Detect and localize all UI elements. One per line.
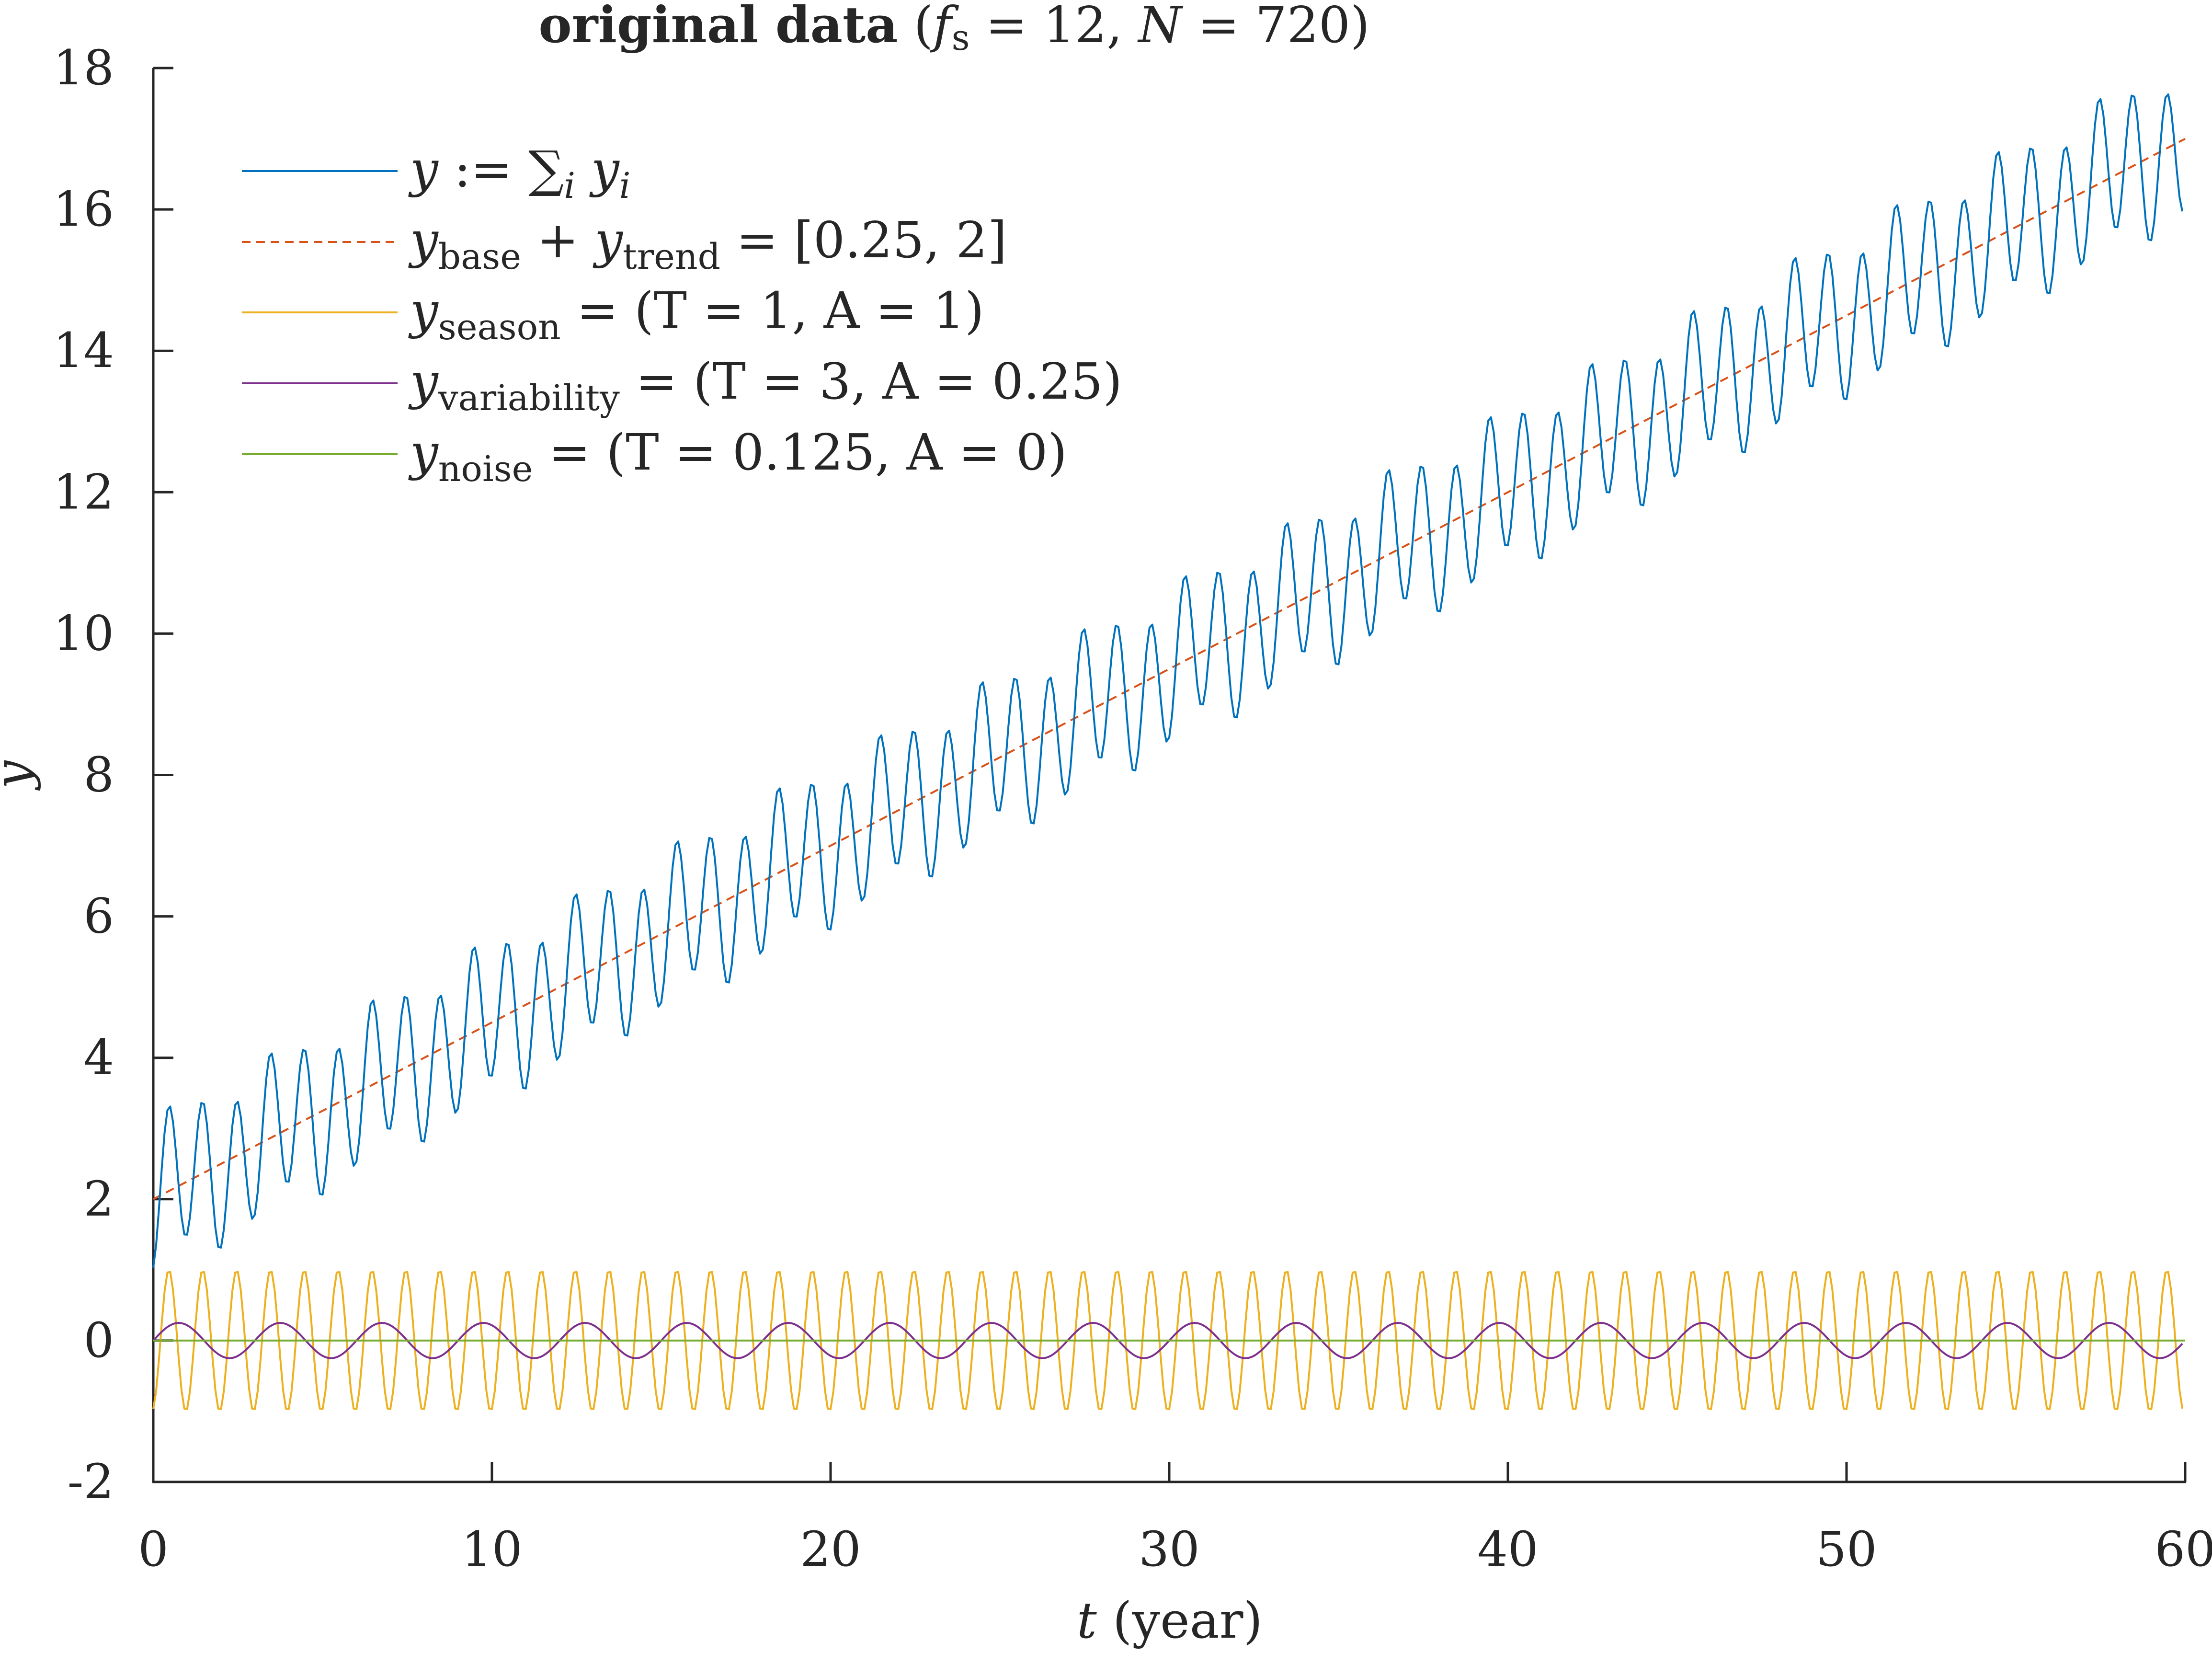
chart-title-bold: original data <box>538 0 898 54</box>
x-tick-label: 10 <box>461 1521 522 1577</box>
x-tick-label: 60 <box>2155 1521 2212 1577</box>
plot-series <box>152 93 2186 1410</box>
x-tick-label: 20 <box>800 1521 861 1577</box>
chart-title-fs-value: 12 <box>1043 0 1106 54</box>
legend-label-season: yseason = (T = 1, A = 1) <box>408 281 984 348</box>
x-tick-label: 40 <box>1477 1521 1538 1577</box>
y-tick-label: 2 <box>83 1171 114 1227</box>
x-tick-label: 30 <box>1139 1521 1199 1577</box>
x-tick-label: 0 <box>138 1521 169 1577</box>
y-tick-label: 18 <box>53 40 114 96</box>
y-tick-label: 12 <box>53 464 114 520</box>
y-tick-label: 10 <box>53 605 114 661</box>
legend-label-noise: ynoise = (T = 0.125, A = 0) <box>408 423 1067 490</box>
legend-label-sum: y := ∑i yi <box>408 140 630 207</box>
axis-ticks: 0 10 20 30 40 50 60 -2 0 2 4 6 8 10 12 14 16 18 <box>53 40 2212 1577</box>
series-line-season <box>152 1271 2184 1410</box>
y-axis-label: y <box>0 760 42 791</box>
series-line-variability <box>152 1322 2183 1359</box>
legend-label-variability: yvariability = (T = 3, A = 0.25) <box>408 352 1122 419</box>
y-tick-label: 6 <box>83 888 114 944</box>
y-tick-label: 0 <box>83 1312 114 1368</box>
series-line-trend <box>153 138 2186 1200</box>
legend-label-trend: ybase + ytrend = [0.25, 2] <box>408 211 1007 277</box>
y-tick-label: -2 <box>68 1454 114 1510</box>
x-axis-label: t (year) <box>1077 1591 1263 1650</box>
series-line-sum <box>152 93 2184 1268</box>
y-tick-label: 14 <box>53 322 114 379</box>
y-tick-label: 16 <box>53 181 114 237</box>
chart-title-n-value: 720 <box>1255 0 1351 54</box>
y-tick-label: 8 <box>83 747 114 803</box>
y-tick-label: 4 <box>83 1030 114 1086</box>
x-tick-label: 50 <box>1816 1521 1877 1577</box>
